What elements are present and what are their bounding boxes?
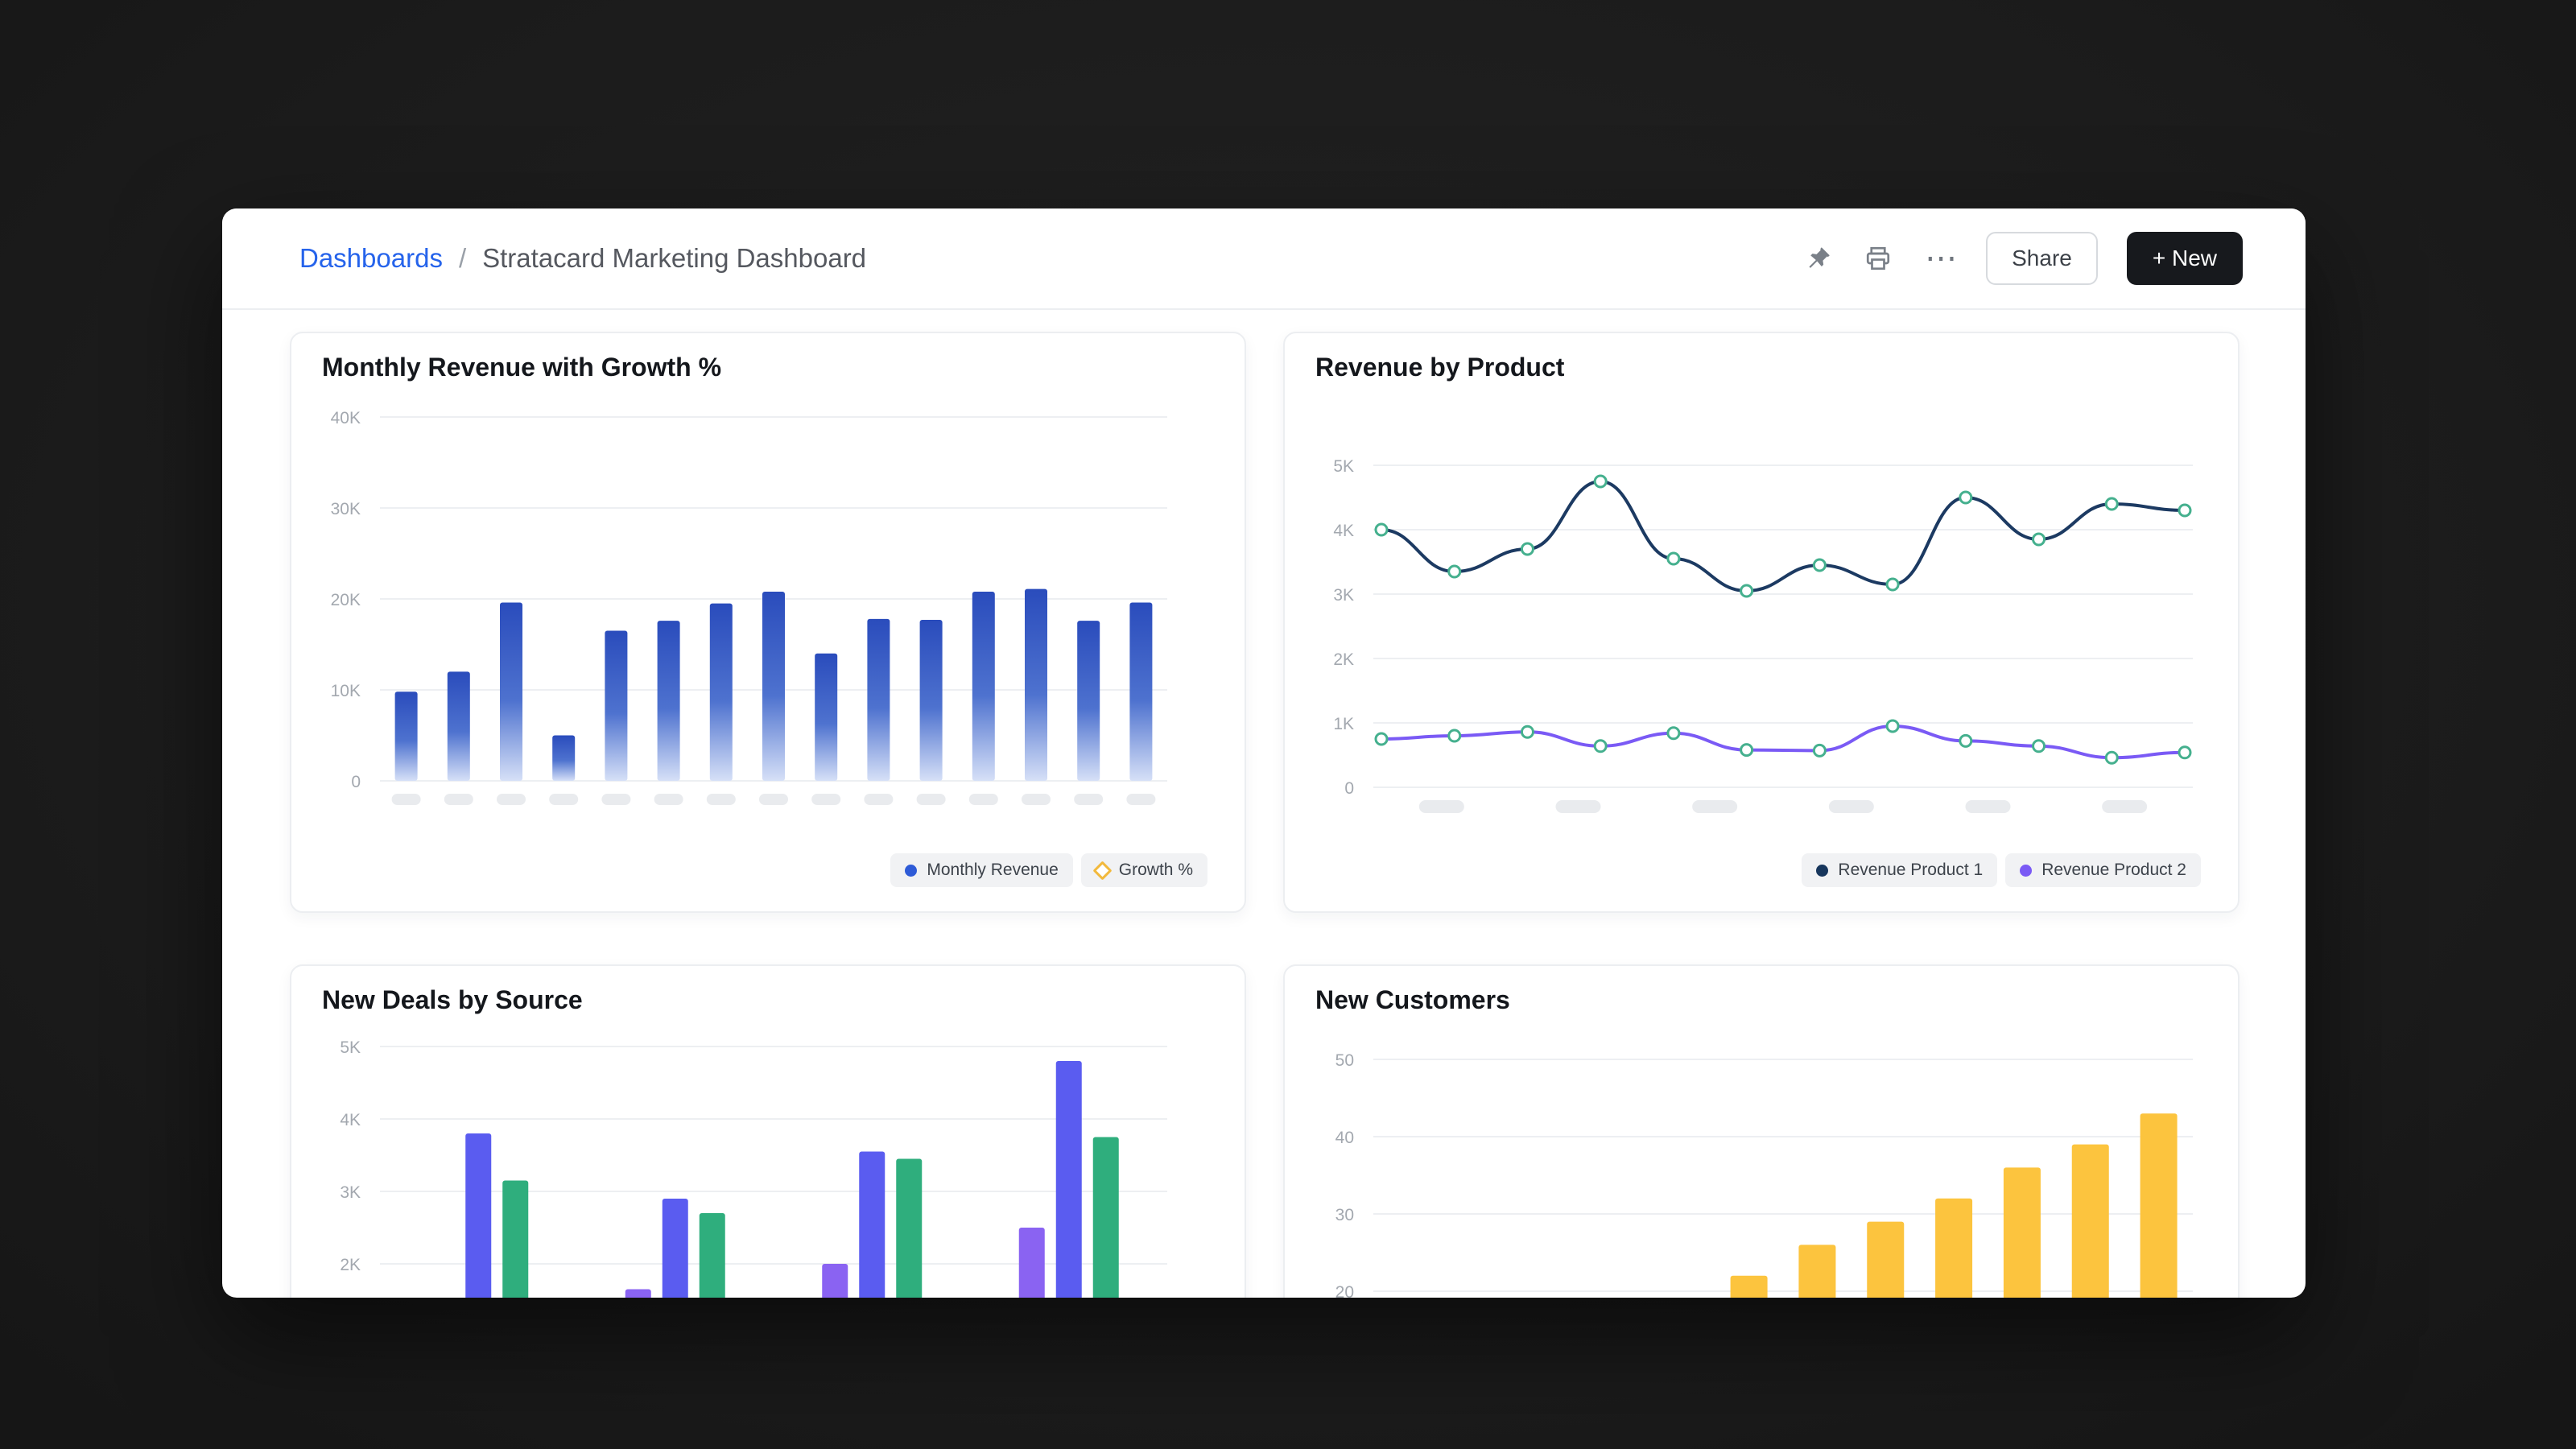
breadcrumb: Dashboards / Stratacard Marketing Dashbo… [299,243,866,274]
print-icon[interactable] [1860,241,1896,276]
svg-text:2K: 2K [340,1256,361,1274]
more-menu-button[interactable]: ⋯ [1925,241,1958,276]
legend-item[interactable]: Revenue Product 1 [1802,853,1998,887]
dashboard-header: Dashboards / Stratacard Marketing Dashbo… [222,208,2306,310]
legend-dot-marker [2020,864,2033,877]
legend-label: Growth % [1118,861,1193,879]
revenue-by-product-chart-canvas: 0 1K 2K 3K 4K 5K [1333,457,2193,813]
svg-text:2K: 2K [1333,650,1354,669]
chart-legend: Monthly Revenue Growth % [890,853,1208,887]
legend-dot-marker [905,864,918,877]
chart-legend: Revenue Product 1 Revenue Product 2 [1802,853,2201,887]
legend-label: Revenue Product 2 [2041,861,2186,879]
svg-text:1K: 1K [1333,715,1354,733]
svg-text:50: 50 [1335,1051,1354,1070]
chart-card-revenue-by-product: Revenue by Product 0 1K 2K 3K 4K 5K Revenue P… [1283,332,2240,913]
svg-text:30K: 30K [331,500,361,518]
legend-diamond-marker [1092,860,1113,881]
new-button[interactable]: + New [2126,232,2243,285]
pin-icon[interactable] [1801,241,1836,276]
legend-dot-marker [1816,864,1829,877]
page-title: Stratacard Marketing Dashboard [482,243,867,273]
svg-text:20K: 20K [331,591,361,609]
legend-item[interactable]: Growth % [1080,853,1208,887]
svg-text:30: 30 [1335,1206,1354,1224]
svg-text:4K: 4K [340,1111,361,1129]
monthly-revenue-chart-canvas: 0 10K 20K 30K 40K [331,409,1167,805]
header-actions: ⋯ Share + New [1801,232,2243,285]
legend-item[interactable]: Monthly Revenue [890,853,1073,887]
legend-label: Revenue Product 1 [1838,861,1984,879]
svg-text:4K: 4K [1333,522,1354,540]
chart-card-monthly-revenue: Monthly Revenue with Growth % 0 10K 20K 30K… [290,332,1246,913]
svg-text:40: 40 [1335,1129,1354,1147]
svg-text:0: 0 [351,773,361,791]
share-button[interactable]: Share [1986,232,2098,285]
svg-text:0: 0 [1344,779,1354,798]
breadcrumb-dashboards-link[interactable]: Dashboards [299,243,443,273]
svg-text:5K: 5K [340,1038,361,1057]
svg-text:3K: 3K [340,1183,361,1202]
chart-title: Revenue by Product [1315,353,1565,382]
svg-text:10K: 10K [331,682,361,700]
legend-item[interactable]: Revenue Product 2 [2005,853,2201,887]
chart-card-new-customers: New Customers 0 10 20 30 40 50 [1283,964,2240,1298]
svg-text:5K: 5K [1333,457,1354,476]
dashboard-window: Dashboards / Stratacard Marketing Dashbo… [222,208,2306,1298]
chart-card-new-deals-by-source: New Deals by Source 0 1K 2K 3K 4K 5K [290,964,1246,1298]
chart-title: New Customers [1315,985,1510,1014]
svg-text:20: 20 [1335,1283,1354,1298]
breadcrumb-separator: / [458,243,467,273]
legend-label: Monthly Revenue [927,861,1059,879]
svg-text:40K: 40K [331,409,361,427]
svg-text:3K: 3K [1333,586,1354,605]
chart-title: New Deals by Source [322,985,583,1014]
chart-title: Monthly Revenue with Growth % [322,353,722,382]
